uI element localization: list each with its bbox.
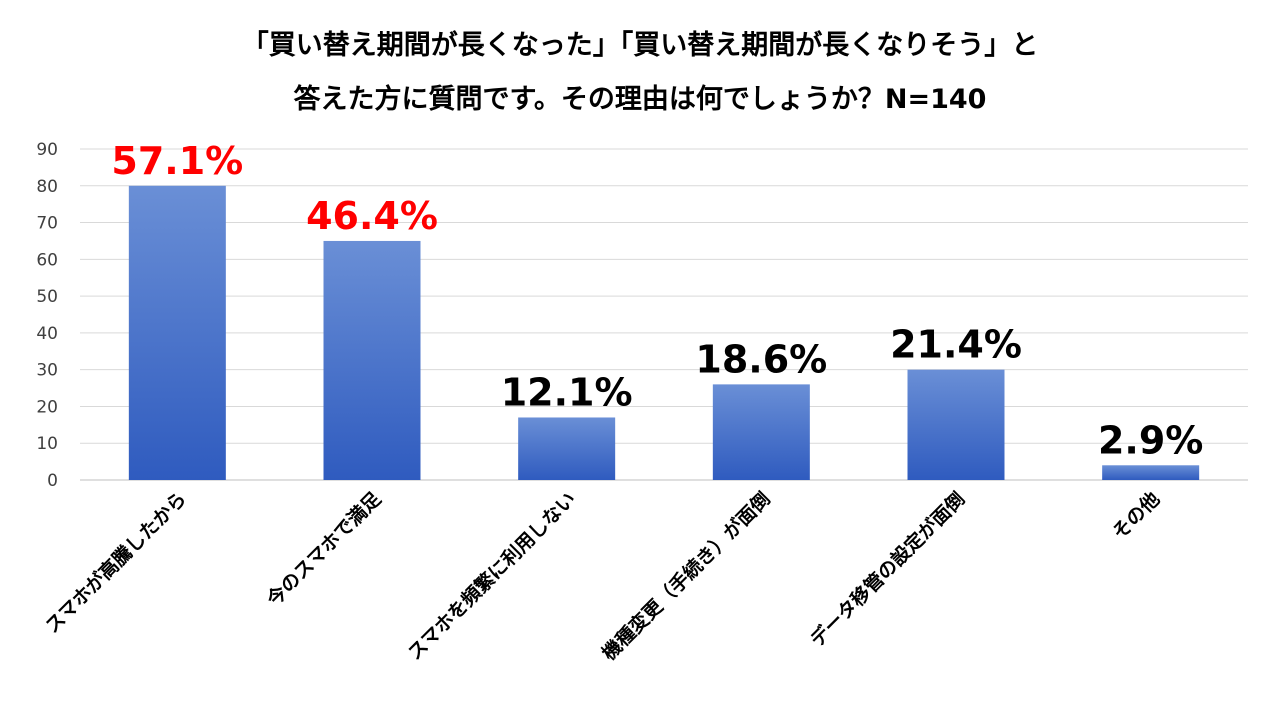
bar (907, 369, 1005, 480)
data-labels: 57.1% 46.4% 12.1% 18.6% 21.4% 2.9% (111, 139, 1203, 463)
bar (518, 417, 616, 480)
x-category-label: 機種変更（手続き）が面倒 (597, 487, 774, 664)
bar (1102, 465, 1200, 480)
y-tick-label: 30 (36, 361, 58, 381)
data-label: 18.6% (695, 337, 827, 381)
x-category-label: スマホが高騰したから (41, 487, 191, 637)
data-label: 12.1% (501, 370, 633, 414)
y-tick-label: 70 (36, 214, 58, 234)
chart-title-line-2: 答えた方に質問です。その理由は何でしょうか？N=140 (293, 84, 987, 115)
x-category-label: その他 (1108, 487, 1165, 544)
x-category-label: 今のスマホで満足 (261, 487, 386, 612)
x-category-label: データ移管の設定が面倒 (805, 487, 969, 651)
y-tick-label: 80 (36, 177, 58, 197)
data-label: 46.4% (306, 194, 438, 238)
y-tick-label: 20 (36, 397, 58, 417)
bar (323, 240, 421, 480)
bar (712, 384, 810, 480)
chart-title-line-1: 「買い替え期間が長くなった」「買い替え期間が長くなりそう」と (241, 30, 1039, 61)
data-label: 2.9% (1098, 418, 1203, 462)
data-label: 57.1% (111, 139, 243, 183)
y-tick-label: 50 (36, 287, 58, 307)
y-tick-label: 60 (36, 250, 58, 270)
bars (128, 185, 1200, 480)
x-axis-labels: スマホが高騰したから 今のスマホで満足 スマホを頻繁に利用しない 機種変更（手続き）が… (41, 487, 1165, 665)
gridlines (80, 148, 1248, 481)
bar (128, 185, 226, 480)
y-tick-label: 0 (47, 471, 58, 491)
data-label: 21.4% (890, 323, 1022, 367)
y-tick-label: 90 (36, 140, 58, 160)
x-category-label: スマホを頻繁に利用しない (403, 487, 580, 664)
y-tick-label: 10 (36, 434, 58, 454)
y-axis-ticks: 0 10 20 30 40 50 60 70 80 90 (36, 140, 58, 491)
y-tick-label: 40 (36, 324, 58, 344)
